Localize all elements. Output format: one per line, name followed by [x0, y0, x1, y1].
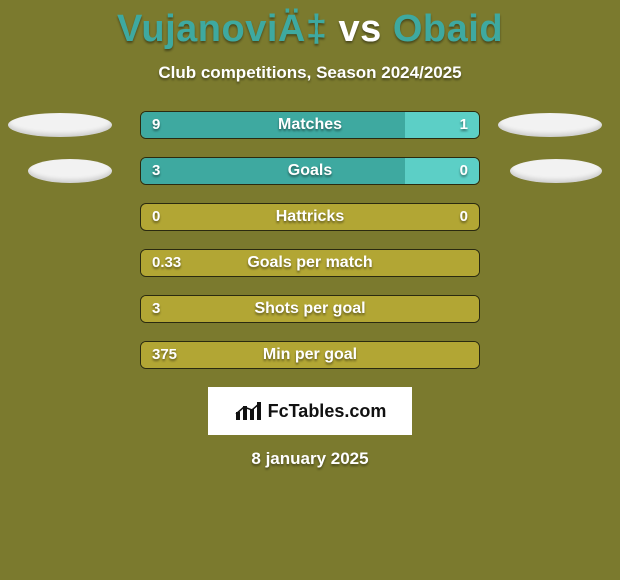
- logo-bars-icon: [234, 400, 262, 422]
- player-left-marker: [8, 113, 112, 137]
- bar-track: 0.33Goals per match: [140, 249, 480, 277]
- bar-track: 91Matches: [140, 111, 480, 139]
- comparison-chart: 91Matches 30Goals 00Hattricks 0.33Goals per…: [0, 111, 620, 369]
- bar-box: [140, 249, 480, 277]
- stat-row: 91Matches: [0, 111, 620, 139]
- player-right-marker: [510, 159, 602, 183]
- bar-box: [140, 295, 480, 323]
- bar-left-segment: [141, 112, 405, 138]
- stat-row: 375Min per goal: [0, 341, 620, 369]
- title-player-left: VujanoviÄ‡: [117, 8, 328, 50]
- bar-box: [140, 157, 480, 185]
- fctables-logo: FcTables.com: [208, 387, 412, 435]
- bar-right-segment: [405, 158, 479, 184]
- footer-date: 8 january 2025: [0, 449, 620, 469]
- player-right-marker: [498, 113, 602, 137]
- stat-row: 00Hattricks: [0, 203, 620, 231]
- player-left-marker: [28, 159, 112, 183]
- bar-track: 375Min per goal: [140, 341, 480, 369]
- stat-row: 0.33Goals per match: [0, 249, 620, 277]
- bar-full-segment: [141, 250, 479, 276]
- page-title: VujanoviÄ‡ vs Obaid: [0, 0, 620, 51]
- stat-row: 30Goals: [0, 157, 620, 185]
- bar-full-segment: [141, 296, 479, 322]
- bar-track: 30Goals: [140, 157, 480, 185]
- logo-text: FcTables.com: [268, 401, 387, 422]
- stat-row: 3Shots per goal: [0, 295, 620, 323]
- title-player-right: Obaid: [393, 8, 503, 50]
- subtitle: Club competitions, Season 2024/2025: [0, 63, 620, 83]
- bar-box: [140, 203, 480, 231]
- bar-box: [140, 341, 480, 369]
- bar-track: 3Shots per goal: [140, 295, 480, 323]
- bar-left-segment: [141, 158, 405, 184]
- bar-track: 00Hattricks: [140, 203, 480, 231]
- bar-box: [140, 111, 480, 139]
- title-vs: vs: [327, 8, 392, 50]
- bar-right-segment: [405, 112, 479, 138]
- bar-full-segment: [141, 342, 479, 368]
